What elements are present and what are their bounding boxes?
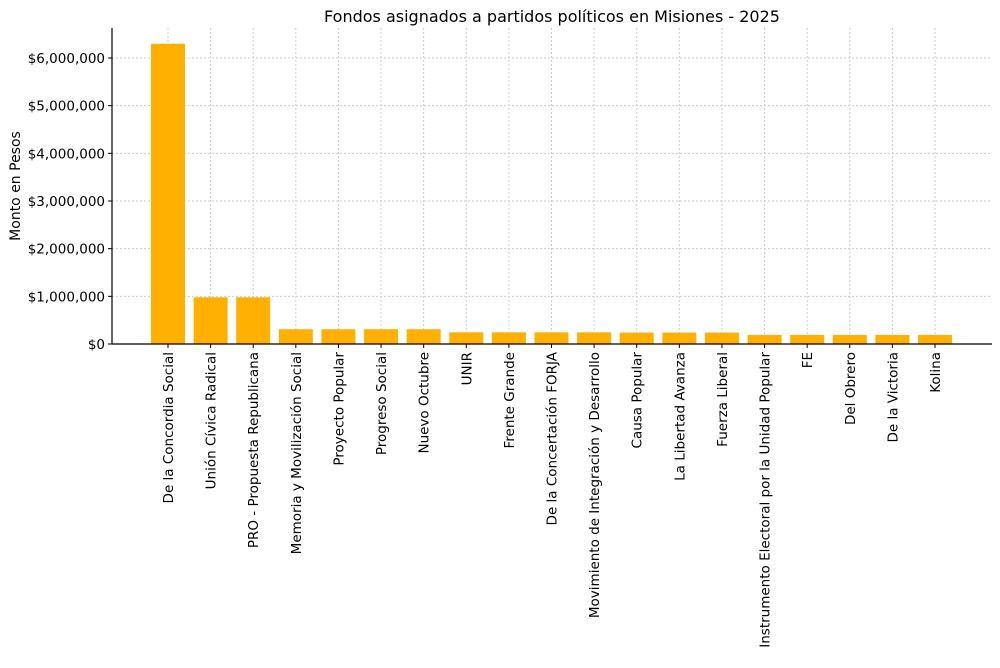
x-tick-label: Nuevo Octubre xyxy=(417,352,433,454)
x-tick-label: Unión Cívica Radical xyxy=(204,352,220,489)
bar-19 xyxy=(918,334,952,344)
bar-10 xyxy=(534,332,569,344)
x-tick-label: De la Victoria xyxy=(885,352,901,443)
bar-12 xyxy=(619,332,654,344)
x-tick-label: Proyecto Popular xyxy=(331,352,347,466)
x-tick-label: Fuerza Liberal xyxy=(715,352,731,447)
bar-3 xyxy=(236,297,271,344)
bar-8 xyxy=(449,332,484,344)
x-tick-label: Memoria y Movilización Social xyxy=(289,352,305,554)
y-tick-label: $0 xyxy=(88,337,105,353)
bar-15 xyxy=(747,334,782,344)
bar-14 xyxy=(704,332,739,344)
bar-6 xyxy=(364,329,399,344)
y-tick-label: $3,000,000 xyxy=(28,194,105,210)
x-tick-label: Movimiento de Integración y Desarrollo xyxy=(587,352,603,618)
bar-17 xyxy=(832,334,867,344)
bar-16 xyxy=(790,334,825,344)
bar-11 xyxy=(577,332,612,344)
bar-4 xyxy=(278,329,313,344)
bar-18 xyxy=(875,334,910,344)
x-tick-label: Kolina xyxy=(928,352,944,393)
y-axis-label: Monto en Pesos xyxy=(8,131,24,241)
x-tick-label: De la Concordia Social xyxy=(161,352,177,503)
y-tick-label: $5,000,000 xyxy=(28,99,105,115)
x-tick-label: La Libertad Avanza xyxy=(672,352,688,481)
x-tick-label: PRO - Propuesta Republicana xyxy=(246,352,262,548)
bar-2 xyxy=(193,297,228,344)
y-tick-label: $4,000,000 xyxy=(28,146,105,162)
bar-1 xyxy=(151,43,185,344)
y-tick-label: $2,000,000 xyxy=(28,242,105,258)
y-tick-label: $6,000,000 xyxy=(28,51,105,67)
bar-13 xyxy=(662,332,697,344)
bar-5 xyxy=(321,329,356,344)
x-tick-label: Del Obrero xyxy=(843,352,859,425)
x-tick-label: FE xyxy=(800,352,816,368)
x-tick-label: De la Concertación FORJA xyxy=(545,351,561,525)
chart-title: Fondos asignados a partidos políticos en… xyxy=(324,7,780,26)
y-tick-label: $1,000,000 xyxy=(28,289,105,305)
bar-7 xyxy=(406,329,441,344)
x-tick-label: UNIR xyxy=(459,352,475,385)
x-tick-label: Instrumento Electoral por la Unidad Popu… xyxy=(758,352,774,648)
x-tick-label: Progreso Social xyxy=(374,352,390,455)
x-tick-label: Frente Grande xyxy=(502,352,518,449)
bar-9 xyxy=(491,332,526,344)
x-tick-label: Causa Popular xyxy=(630,352,646,449)
